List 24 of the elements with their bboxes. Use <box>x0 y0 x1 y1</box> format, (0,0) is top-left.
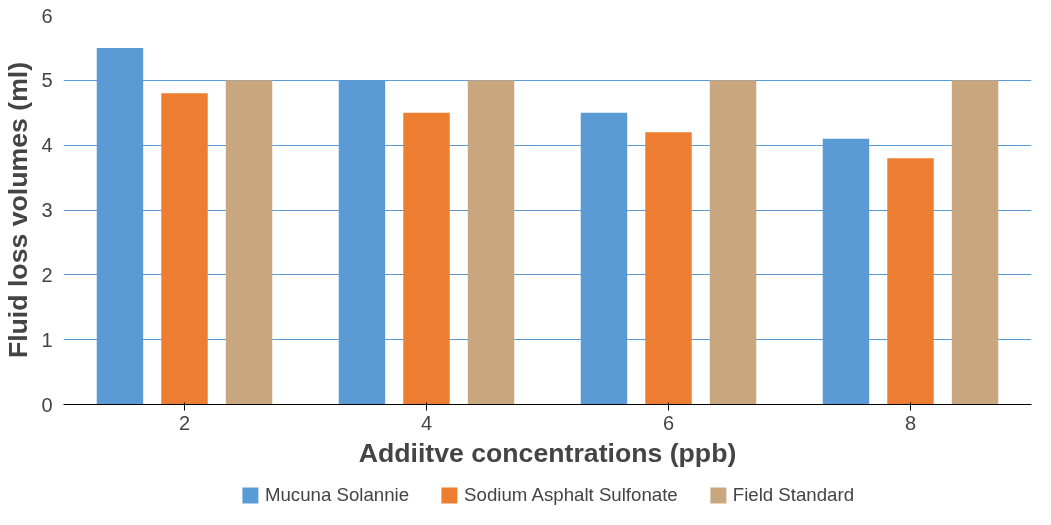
y-tick-label: 0 <box>41 393 53 416</box>
bar <box>467 80 515 405</box>
bar <box>887 158 934 405</box>
y-tick-label: 2 <box>41 263 53 286</box>
y-tick-label: 1 <box>41 328 53 351</box>
x-tick-label: 4 <box>420 411 433 434</box>
x-tick-label: 2 <box>178 411 191 434</box>
y-tick-label: 4 <box>41 134 53 157</box>
y-tick-label: 5 <box>41 69 53 92</box>
legend-label: Mucuna Solannie <box>264 484 410 506</box>
legend-label: Sodium Asphalt Sulfonate <box>464 484 678 506</box>
bar <box>645 132 692 405</box>
y-tick-label: 6 <box>41 4 53 27</box>
x-tick-label: 6 <box>662 411 675 434</box>
y-axis-title: Fluid loss volumes (ml) <box>3 61 34 359</box>
bar <box>403 112 450 405</box>
legend-label: Field Standard <box>732 484 855 506</box>
x-axis-title: Addiitve concentrations (ppb) <box>358 437 737 468</box>
bar <box>225 80 273 405</box>
bar <box>709 80 757 405</box>
bar <box>161 93 208 405</box>
bar <box>951 80 999 405</box>
x-tick-label: 8 <box>904 411 917 434</box>
y-tick-label: 3 <box>41 199 53 221</box>
